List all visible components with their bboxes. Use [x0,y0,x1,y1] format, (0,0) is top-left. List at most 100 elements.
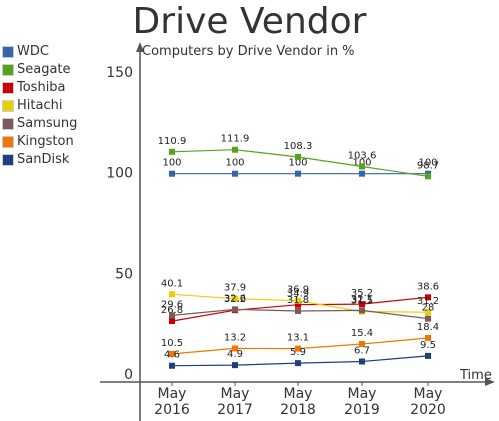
data-point [232,345,238,352]
x-tick-label: May 2017 [217,386,253,418]
data-point [295,301,301,308]
chart-subtitle: Computers by Drive Vendor in % [142,44,355,59]
legend-label: Toshiba [17,80,66,95]
legend-label: Hitachi [17,98,63,113]
data-label: 98.7 [417,160,439,171]
data-point [359,358,365,365]
data-point [295,153,301,160]
legend-label: WDC [17,44,49,59]
data-label: 38.6 [417,281,439,292]
x-tick-label: May 2019 [344,386,380,418]
data-point [359,340,365,347]
data-point [169,291,175,298]
data-label: 32.1 [351,294,373,305]
data-label: 108.3 [284,141,313,152]
data-label: 15.4 [351,328,373,339]
series-seagate: 110.9 111.9 108.3 103.6 98.7 [158,134,439,180]
data-label: 37.9 [224,283,246,294]
legend-label: Kingston [17,134,74,149]
legend-swatch [2,100,14,112]
data-point [232,295,238,302]
data-label: 36.9 [287,285,309,296]
data-label: 103.6 [348,150,377,161]
data-point [169,350,175,357]
data-label: 111.9 [221,134,250,145]
data-point [359,307,365,314]
data-label: 13.1 [287,333,309,344]
y-axis-arrow-icon [136,42,144,52]
data-label: 40.1 [161,278,183,289]
data-point [232,146,238,153]
data-point [169,362,175,369]
data-label: 13.2 [224,332,246,343]
data-label: 35.2 [351,288,373,299]
data-label: 32.6 [224,293,246,304]
legend-swatch [2,118,14,130]
data-label: 10.5 [161,338,183,349]
legend-swatch [2,64,14,76]
data-label: 4.6 [164,350,180,361]
data-point [232,170,238,177]
data-label: 34.9 [287,289,309,300]
data-label: 100 [162,158,181,169]
y-tick-label: 0 [124,367,133,383]
data-label: 31.2 [417,296,439,307]
data-point [169,170,175,177]
data-point [169,148,175,155]
data-label: 100 [418,158,437,169]
data-point [425,294,431,301]
x-tick-label: May 2016 [154,386,190,418]
x-tick-label: May 2018 [280,386,316,418]
x-axis-title: Time [459,368,492,383]
x-axis-arrow-icon [485,378,495,386]
legend-swatch [2,136,14,148]
data-label: 26.8 [161,305,183,316]
data-label: 28 [422,303,435,314]
data-point [295,297,301,304]
data-label: 100 [288,158,307,169]
data-label: 100 [352,158,371,169]
chart-title: Drive Vendor [132,1,367,42]
data-point [425,309,431,316]
data-label: 100 [225,158,244,169]
legend-label: Samsung [17,116,78,131]
legend-swatch [2,154,14,166]
legend-label: SanDisk [17,152,70,167]
series-wdc: 100 100 100 100 100 [162,158,438,177]
series-hitachi: 40.1 37.9 36.9 31.5 31.2 [161,278,439,316]
data-point [425,315,431,322]
y-tick-label: 150 [106,65,133,81]
data-label: 9.5 [420,340,436,351]
data-label: 5.9 [290,347,306,358]
legend-swatch [2,82,14,94]
data-point [359,170,365,177]
data-point [425,334,431,341]
data-label: 110.9 [158,136,187,147]
data-label: 4.9 [227,349,243,360]
data-point [295,307,301,314]
data-label: 31.8 [287,295,309,306]
data-point [295,360,301,367]
x-tick-label: May 2020 [410,386,446,418]
data-label: 31.5 [351,296,373,307]
data-point [425,173,431,180]
legend-swatch [2,46,14,58]
data-point [295,345,301,352]
y-tick-label: 100 [106,166,133,182]
data-point [232,306,238,313]
series-samsung: 29.6 32.6 31.8 32.1 28 [161,293,435,322]
data-point [425,352,431,359]
data-point [169,318,175,325]
data-point [359,163,365,170]
y-tick-label: 50 [115,266,133,282]
data-point [359,301,365,308]
data-point [232,362,238,369]
data-label: 29.6 [161,299,183,310]
series-sandisk: 4.6 4.9 5.9 6.7 9.5 [164,340,436,369]
legend-label: Seagate [17,62,71,77]
data-point [295,170,301,177]
data-point [169,312,175,319]
data-label: 6.7 [354,346,370,357]
